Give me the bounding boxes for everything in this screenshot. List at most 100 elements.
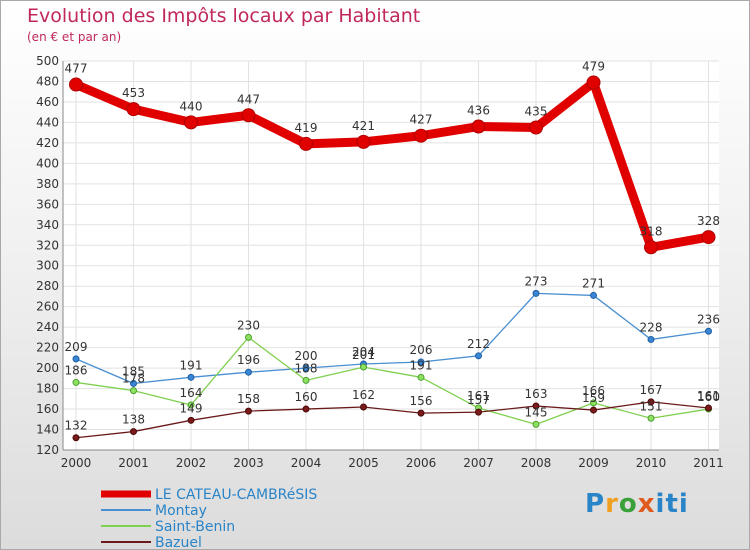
data-label: 191	[180, 358, 203, 372]
data-label: 151	[640, 399, 663, 413]
y-tick-label: 140	[36, 423, 59, 437]
data-label: 160	[295, 390, 318, 404]
data-label: 440	[180, 99, 203, 113]
data-point	[360, 363, 367, 371]
data-label: 200	[295, 349, 318, 363]
chart-subtitle: (en € et par an)	[27, 30, 122, 44]
data-label: 209	[65, 340, 88, 354]
data-label: 188	[295, 361, 318, 375]
data-label: 447	[237, 92, 260, 106]
data-label: 178	[122, 372, 145, 386]
y-tick-label: 380	[36, 177, 59, 191]
y-tick-label: 200	[36, 361, 59, 375]
y-tick-label: 320	[36, 238, 59, 252]
data-point	[69, 77, 83, 92]
y-tick-label: 260	[36, 300, 59, 314]
data-label: 271	[582, 276, 605, 290]
data-label: 230	[237, 318, 260, 332]
y-tick-label: 120	[36, 443, 59, 457]
data-label: 167	[640, 383, 663, 397]
data-point	[705, 404, 712, 412]
data-label: 159	[582, 391, 605, 405]
data-point	[475, 408, 482, 416]
chart-title: Evolution des Impôts locaux par Habitant	[27, 5, 421, 27]
data-label: 479	[582, 59, 605, 73]
data-label: 138	[122, 413, 145, 427]
data-label: 191	[410, 358, 433, 372]
x-tick-label: 2003	[233, 456, 264, 470]
data-point	[245, 333, 252, 341]
data-point	[360, 403, 367, 411]
data-label: 427	[410, 113, 433, 127]
data-point	[417, 373, 425, 381]
data-point	[705, 327, 712, 335]
data-label: 328	[697, 214, 720, 228]
data-point	[130, 428, 137, 436]
data-point	[532, 289, 540, 297]
legend-label: LE CATEAU-CAMBRéSIS	[155, 487, 317, 503]
y-tick-label: 420	[36, 136, 59, 150]
data-label: 149	[180, 401, 203, 415]
data-label: 201	[352, 348, 375, 362]
data-point	[72, 355, 80, 363]
data-label: 161	[467, 389, 490, 403]
data-point	[241, 108, 256, 123]
data-point	[299, 136, 313, 151]
y-tick-label: 300	[36, 259, 59, 273]
data-point	[356, 134, 371, 149]
data-point	[130, 379, 137, 387]
y-tick-label: 280	[36, 279, 59, 293]
y-tick-label: 480	[36, 74, 59, 88]
data-label: 236	[697, 312, 720, 326]
data-point	[72, 434, 80, 442]
data-point	[414, 128, 428, 143]
x-tick-label: 2007	[463, 456, 494, 470]
data-label: 145	[525, 405, 548, 419]
data-label: 228	[640, 320, 663, 334]
data-label: 212	[467, 337, 490, 351]
data-label: 453	[122, 86, 145, 100]
data-label: 196	[237, 353, 260, 367]
data-label: 318	[640, 224, 663, 238]
data-label: 435	[525, 105, 548, 119]
data-label: 477	[65, 62, 88, 76]
data-point	[187, 416, 195, 424]
data-label: 204	[352, 345, 375, 359]
data-label: 419	[295, 121, 318, 135]
data-label: 421	[352, 119, 375, 133]
y-tick-label: 460	[36, 95, 59, 109]
data-point	[701, 230, 716, 245]
data-point	[471, 119, 486, 134]
data-point	[302, 364, 310, 372]
data-label: 186	[65, 363, 88, 377]
data-point	[586, 75, 601, 90]
x-tick-label: 2008	[521, 456, 552, 470]
data-label: 132	[65, 419, 88, 433]
data-point	[529, 120, 543, 135]
data-label: 185	[122, 364, 145, 378]
data-point	[532, 402, 540, 410]
data-label: 158	[237, 392, 260, 406]
y-tick-label: 160	[36, 402, 59, 416]
data-label: 436	[467, 104, 490, 118]
proxiti-logo: Proxiti	[585, 489, 689, 519]
series-line-2	[75, 336, 709, 426]
series-line-1	[75, 292, 709, 385]
data-point	[245, 407, 252, 415]
y-tick-label: 400	[36, 156, 59, 170]
y-tick-label: 340	[36, 218, 59, 232]
x-tick-label: 2000	[61, 456, 92, 470]
x-tick-label: 2006	[406, 456, 437, 470]
data-point	[245, 368, 252, 376]
data-label: 163	[525, 387, 548, 401]
data-point	[187, 373, 195, 381]
x-tick-label: 2011	[693, 456, 724, 470]
data-point	[302, 405, 310, 413]
legend-label: Montay	[155, 503, 207, 519]
x-tick-label: 2005	[348, 456, 379, 470]
data-label: 273	[525, 274, 548, 288]
y-tick-label: 440	[36, 115, 59, 129]
data-point	[417, 358, 425, 366]
x-tick-label: 2010	[636, 456, 667, 470]
